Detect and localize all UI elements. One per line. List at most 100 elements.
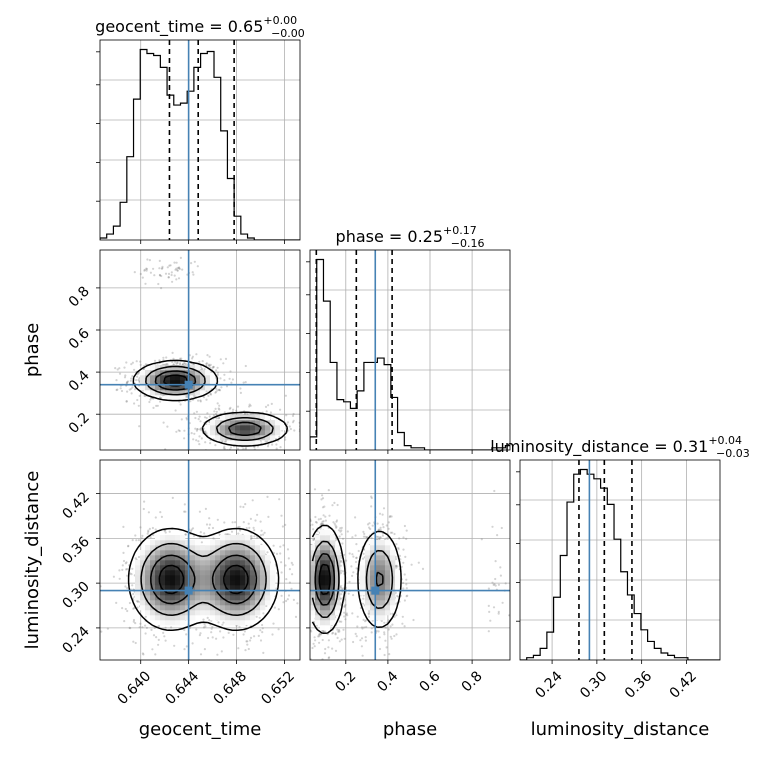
density-cell [250,585,256,591]
sample-point [362,618,365,622]
sample-point [214,407,217,410]
sample-point [223,521,226,524]
x-tick-label: 0.640 [115,668,155,708]
sample-point [205,523,209,526]
density-cell [170,370,176,376]
sample-point [166,363,169,366]
density-cell [255,605,261,611]
sample-point [500,526,503,530]
density-cell [140,590,146,596]
sample-point [176,269,179,272]
sample-point [218,404,221,407]
sample-point [263,454,265,456]
sample-point [147,511,150,514]
density-cell [225,575,231,581]
sample-point [288,581,291,584]
sample-point [135,539,138,542]
density-cell [205,555,211,561]
density-cell [155,600,161,606]
sample-point [327,639,330,642]
sample-point [143,268,146,271]
sample-point [340,556,343,559]
sample-point [199,653,203,656]
density-cell [245,585,251,591]
sample-point [126,380,130,383]
density-cell [205,380,211,386]
sample-point [131,375,134,378]
density-cell [170,560,176,566]
density-cell [215,430,221,436]
density-cell [145,565,151,571]
sample-point [137,539,140,542]
sample-point [301,551,303,553]
sample-point [287,557,290,560]
density-cell [210,430,216,436]
sample-point [116,368,119,371]
density-cell [215,545,221,551]
sample-point [391,623,394,626]
sample-point [333,522,336,525]
density-cell [155,365,161,371]
density-cell [195,595,201,601]
sample-point [305,523,307,525]
sample-point [377,630,380,633]
sample-point [124,607,127,611]
density-cell [195,560,201,566]
sample-point [174,360,177,364]
density-cell [145,610,151,616]
density-cell [205,575,211,581]
sample-point [172,363,175,366]
sample-point [126,568,129,571]
density-cell [225,415,231,421]
density-cell [215,585,221,591]
density-cell [195,570,201,576]
density-cell [265,595,271,601]
sample-point [243,630,246,633]
sample-point [301,609,303,611]
sample-point [162,631,165,635]
density-cell [265,600,271,606]
sample-point [312,538,315,541]
x-tick-label: 0.30 [577,668,610,701]
density-cell [175,395,181,401]
sample-point [310,630,313,633]
sample-point [237,647,240,650]
sample-point [338,640,341,643]
sample-point [208,523,211,526]
density-cell [180,555,186,561]
sample-point [405,587,408,590]
sample-point [130,363,133,366]
sample-point [313,488,317,491]
density-cell [175,595,181,601]
sample-point [146,532,149,535]
sample-point [154,653,157,656]
sample-point [182,362,185,366]
sample-point [175,261,178,264]
density-cell [250,545,256,551]
density-cell [165,570,171,576]
sample-point [378,636,381,639]
sample-point [193,412,196,415]
sample-point [339,560,343,563]
density-cell [245,535,251,541]
sample-point [398,537,401,540]
density-cell [170,595,176,601]
density-cell [200,575,206,581]
sample-point [287,429,290,432]
sample-point [157,282,160,286]
sample-point [402,561,405,564]
sample-point [139,272,142,276]
sample-point [343,604,346,608]
density-cell [245,440,251,446]
density-cell [155,565,161,571]
sample-point [302,586,304,588]
sample-point [178,362,182,365]
sample-point [192,273,195,276]
sample-point [310,519,312,522]
density-cell [165,545,171,551]
density-cell [195,590,201,596]
sample-point [313,645,316,648]
sample-point [176,362,179,365]
density-frame-geocent_time__luminosity_distance [99,459,301,661]
truth-marker [184,380,193,389]
